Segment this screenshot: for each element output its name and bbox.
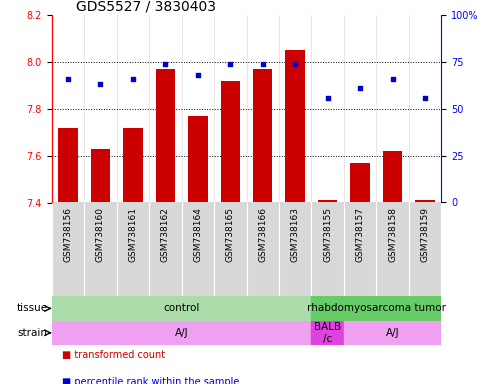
- Bar: [279, 202, 312, 296]
- Text: A/J: A/J: [386, 328, 399, 338]
- Text: GSM738161: GSM738161: [128, 207, 138, 262]
- Bar: [318, 200, 337, 202]
- Bar: [344, 321, 441, 345]
- Bar: [188, 116, 208, 202]
- Bar: [312, 296, 441, 321]
- Bar: [344, 202, 376, 296]
- Bar: [52, 321, 312, 345]
- Text: GSM738155: GSM738155: [323, 207, 332, 262]
- Point: [259, 61, 267, 67]
- Point: [194, 72, 202, 78]
- Text: GSM738165: GSM738165: [226, 207, 235, 262]
- Text: GSM738159: GSM738159: [421, 207, 429, 262]
- Text: ■ transformed count: ■ transformed count: [62, 350, 165, 360]
- Bar: [84, 202, 117, 296]
- Point: [129, 76, 137, 82]
- Bar: [214, 202, 246, 296]
- Text: GSM738157: GSM738157: [355, 207, 365, 262]
- Text: strain: strain: [18, 328, 48, 338]
- Bar: [415, 200, 435, 202]
- Text: BALB
/c: BALB /c: [314, 322, 341, 344]
- Bar: [376, 202, 409, 296]
- Text: GSM738164: GSM738164: [193, 207, 202, 262]
- Bar: [246, 202, 279, 296]
- Text: GSM738162: GSM738162: [161, 207, 170, 262]
- Bar: [253, 69, 273, 202]
- Point: [97, 81, 105, 88]
- Point: [291, 61, 299, 67]
- Text: ■ percentile rank within the sample: ■ percentile rank within the sample: [62, 377, 239, 384]
- Text: GSM738158: GSM738158: [388, 207, 397, 262]
- Bar: [123, 127, 142, 202]
- Bar: [156, 69, 175, 202]
- Bar: [409, 202, 441, 296]
- Point: [388, 76, 396, 82]
- Bar: [52, 202, 84, 296]
- Bar: [220, 81, 240, 202]
- Bar: [149, 202, 181, 296]
- Bar: [91, 149, 110, 202]
- Bar: [312, 202, 344, 296]
- Text: GSM738160: GSM738160: [96, 207, 105, 262]
- Point: [161, 61, 169, 67]
- Bar: [285, 50, 305, 202]
- Text: rhabdomyosarcoma tumor: rhabdomyosarcoma tumor: [307, 303, 446, 313]
- Text: A/J: A/J: [175, 328, 188, 338]
- Text: GSM738163: GSM738163: [291, 207, 300, 262]
- Point: [226, 61, 234, 67]
- Text: GSM738156: GSM738156: [64, 207, 72, 262]
- Point: [356, 85, 364, 91]
- Point: [324, 94, 332, 101]
- Bar: [351, 163, 370, 202]
- Point: [64, 76, 72, 82]
- Bar: [312, 321, 344, 345]
- Bar: [52, 296, 312, 321]
- Bar: [181, 202, 214, 296]
- Point: [421, 94, 429, 101]
- Bar: [383, 151, 402, 202]
- Text: GSM738166: GSM738166: [258, 207, 267, 262]
- Text: tissue: tissue: [17, 303, 48, 313]
- Text: control: control: [163, 303, 200, 313]
- Text: GDS5527 / 3830403: GDS5527 / 3830403: [76, 0, 216, 13]
- Bar: [58, 127, 78, 202]
- Bar: [117, 202, 149, 296]
